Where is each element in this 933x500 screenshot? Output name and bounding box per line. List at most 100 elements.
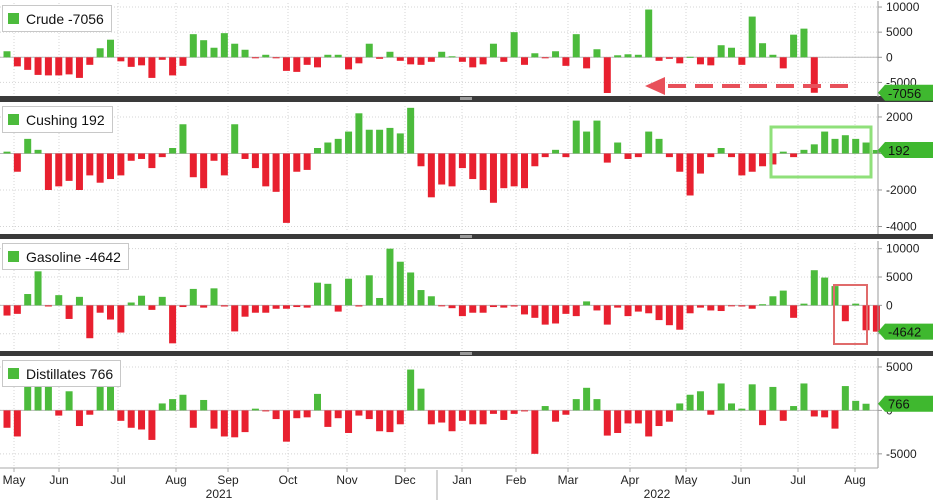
- bar-cushing: [479, 153, 487, 190]
- bar-gasoline: [427, 296, 435, 306]
- x-tick-label: Jan: [452, 473, 471, 487]
- bar-cushing: [396, 133, 404, 154]
- bar-cushing: [231, 124, 239, 154]
- bar-crude: [396, 57, 404, 61]
- bar-gasoline: [810, 270, 818, 306]
- bar-distillates: [790, 406, 798, 411]
- bar-gasoline: [634, 305, 642, 312]
- bar-gasoline: [24, 294, 32, 306]
- x-tick-label: Aug: [844, 473, 865, 487]
- bar-gasoline: [179, 305, 187, 308]
- bar-gasoline: [676, 305, 684, 330]
- bar-cushing: [562, 153, 570, 158]
- bar-distillates: [334, 410, 342, 419]
- bar-cushing: [821, 131, 829, 154]
- bar-crude: [562, 57, 570, 66]
- bar-distillates: [676, 403, 684, 411]
- bar-cushing: [603, 153, 611, 163]
- bar-distillates: [293, 410, 301, 419]
- bar-cushing: [386, 127, 394, 154]
- bar-gasoline: [148, 305, 156, 310]
- bar-gasoline: [479, 305, 487, 313]
- bar-cushing: [665, 153, 673, 158]
- bar-crude: [127, 57, 135, 67]
- bar-gasoline: [531, 305, 539, 318]
- bar-crude: [624, 54, 632, 58]
- bar-gasoline: [303, 305, 311, 308]
- bar-crude: [107, 39, 114, 58]
- bar-cushing: [262, 153, 270, 187]
- bar-distillates: [748, 384, 756, 411]
- bar-crude: [728, 47, 735, 58]
- bar-cushing: [624, 153, 632, 159]
- bar-distillates: [552, 410, 560, 422]
- legend-distillates: Distillates 766: [2, 360, 122, 387]
- bar-cushing: [541, 153, 549, 158]
- bar-crude: [645, 9, 653, 58]
- bar-gasoline: [55, 295, 63, 306]
- y-tick-label: -2000: [886, 183, 917, 197]
- bar-crude: [189, 34, 197, 58]
- bar-cushing: [13, 153, 21, 172]
- bar-cushing: [552, 149, 560, 154]
- bar-gasoline: [272, 305, 280, 309]
- last-value-text: 766: [888, 397, 910, 412]
- bar-gasoline: [769, 296, 777, 306]
- last-value-label: -4642: [878, 323, 933, 340]
- bar-crude: [24, 57, 32, 70]
- bar-cushing: [458, 153, 466, 169]
- bar-distillates: [34, 373, 42, 411]
- bar-cushing: [407, 107, 415, 154]
- bar-cushing: [448, 153, 456, 187]
- bar-crude: [345, 57, 353, 70]
- bar-gasoline: [127, 302, 135, 306]
- bar-gasoline: [458, 305, 466, 317]
- bar-cushing: [96, 153, 104, 183]
- bar-cushing: [334, 138, 342, 154]
- bar-distillates: [728, 403, 735, 411]
- bar-crude: [634, 54, 642, 58]
- bar-distillates: [3, 410, 11, 428]
- bar-crude: [324, 54, 332, 58]
- bar-distillates: [769, 386, 777, 411]
- legend-cushing-label: Cushing 192: [26, 111, 105, 128]
- bar-gasoline: [107, 305, 114, 320]
- bar-cushing: [614, 142, 622, 154]
- bar-gasoline: [65, 305, 73, 319]
- bar-distillates: [541, 406, 549, 411]
- bar-crude: [251, 57, 259, 59]
- bar-distillates: [645, 410, 653, 437]
- bar-crude: [138, 57, 146, 66]
- bar-gasoline: [738, 305, 746, 307]
- bar-gasoline: [624, 305, 632, 317]
- bar-crude: [438, 51, 446, 58]
- x-tick-label: Mar: [558, 473, 579, 487]
- bar-cushing: [251, 153, 259, 169]
- legend-gasoline: Gasoline -4642: [2, 243, 129, 270]
- bar-cushing: [75, 153, 83, 190]
- bar-distillates: [800, 383, 808, 411]
- bar-cushing: [572, 120, 580, 154]
- bar-gasoline: [572, 305, 580, 317]
- bar-cushing: [417, 153, 425, 167]
- bar-cushing: [800, 149, 808, 154]
- bar-crude: [3, 51, 11, 58]
- bar-distillates: [96, 386, 104, 411]
- bar-crude: [75, 57, 83, 78]
- legend-gasoline-label: Gasoline -4642: [26, 248, 121, 265]
- bar-gasoline: [448, 305, 456, 309]
- last-value-label: -7056: [878, 84, 933, 101]
- bar-distillates: [396, 410, 404, 425]
- bar-cushing: [179, 124, 187, 154]
- x-tick-label: Nov: [336, 473, 357, 487]
- bar-distillates: [210, 410, 218, 429]
- bar-gasoline: [210, 288, 218, 306]
- bar-gasoline: [510, 305, 518, 307]
- bar-crude: [769, 54, 777, 58]
- bar-distillates: [469, 410, 477, 425]
- bar-gasoline: [500, 305, 508, 308]
- bar-distillates: [572, 399, 580, 411]
- bar-distillates: [810, 410, 818, 417]
- bar-distillates: [376, 410, 384, 432]
